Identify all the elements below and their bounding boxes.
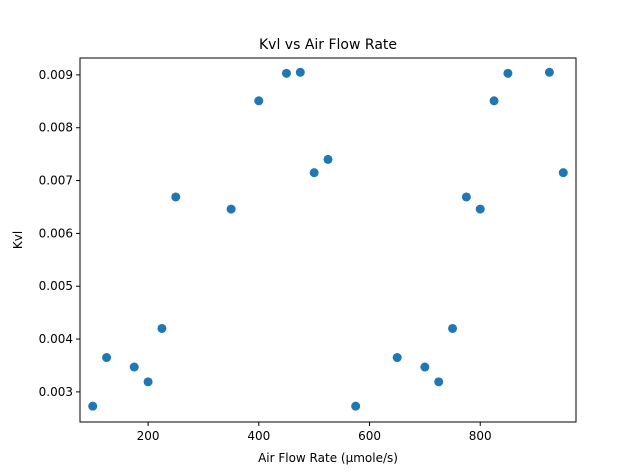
data-point xyxy=(157,323,167,333)
data-point xyxy=(171,192,181,202)
data-point xyxy=(434,377,444,387)
data-point xyxy=(392,353,402,363)
data-point xyxy=(254,96,264,106)
x-tick-label: 400 xyxy=(247,429,270,443)
data-point xyxy=(461,192,471,202)
x-tick-label: 200 xyxy=(137,429,160,443)
y-tick-label: 0.006 xyxy=(39,226,73,240)
y-tick-label: 0.008 xyxy=(39,121,73,135)
data-point xyxy=(295,67,305,77)
data-point xyxy=(88,401,98,411)
data-point xyxy=(323,154,333,164)
data-point xyxy=(420,362,430,372)
data-point xyxy=(448,323,458,333)
data-point xyxy=(558,168,568,178)
y-tick-label: 0.009 xyxy=(39,68,73,82)
data-point xyxy=(475,204,485,214)
data-point xyxy=(351,401,361,411)
data-points xyxy=(88,67,568,411)
data-point xyxy=(102,353,112,363)
x-tick-label: 600 xyxy=(358,429,381,443)
y-tick-label: 0.004 xyxy=(39,332,73,346)
x-axis-label: Air Flow Rate (μmole/s) xyxy=(258,451,398,465)
y-axis-label: Kvl xyxy=(11,231,25,249)
data-point xyxy=(226,204,236,214)
plot-frame xyxy=(79,57,577,423)
data-point xyxy=(489,96,499,106)
data-point xyxy=(503,68,513,78)
data-point xyxy=(309,168,319,178)
data-point xyxy=(544,67,554,77)
data-point xyxy=(281,68,291,78)
chart-title: Kvl vs Air Flow Rate xyxy=(259,37,397,53)
y-tick-label: 0.003 xyxy=(39,385,73,399)
y-tick-label: 0.005 xyxy=(39,279,73,293)
data-point xyxy=(143,377,153,387)
x-tick-label: 800 xyxy=(469,429,492,443)
x-axis-ticks: 200 400 600 800 xyxy=(137,422,492,443)
y-tick-label: 0.007 xyxy=(39,174,73,188)
y-axis-ticks: 0.003 0.004 0.005 0.006 0.007 0.008 0.009 xyxy=(39,68,80,399)
data-point xyxy=(129,362,139,372)
